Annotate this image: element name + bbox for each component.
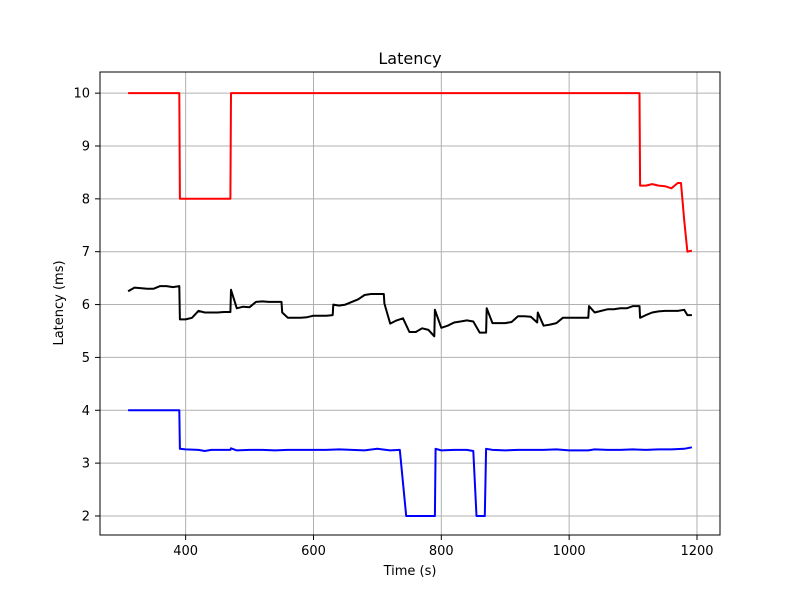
chart-title: Latency [378, 49, 441, 68]
x-tick-label: 1000 [553, 544, 586, 559]
y-tick-label: 4 [82, 404, 90, 419]
x-tick-label: 400 [173, 544, 198, 559]
y-tick-label: 3 [82, 457, 90, 472]
y-tick-label: 7 [82, 245, 90, 260]
x-tick-label: 600 [301, 544, 326, 559]
y-axis-label: Latency (ms) [52, 260, 67, 345]
series-line-black [127, 285, 692, 338]
y-tick-label: 2 [82, 509, 90, 524]
plot-frame [99, 71, 721, 536]
series-line-blue [128, 409, 693, 517]
y-tick-label: 5 [82, 351, 90, 366]
x-axis-ticks: 400 600 800 1000 1200 [173, 535, 714, 559]
series-layer [127, 92, 693, 517]
x-tick-label: 1200 [680, 544, 713, 559]
y-tick-label: 9 [82, 139, 90, 154]
y-tick-label: 10 [73, 87, 90, 102]
y-axis-ticks: 2 3 4 5 6 7 8 9 10 [73, 87, 100, 524]
series-line-red [128, 92, 693, 253]
x-axis-label: Time (s) [383, 564, 437, 579]
y-tick-label: 8 [82, 192, 90, 207]
y-tick-label: 6 [82, 298, 90, 313]
x-tick-label: 800 [429, 544, 454, 559]
